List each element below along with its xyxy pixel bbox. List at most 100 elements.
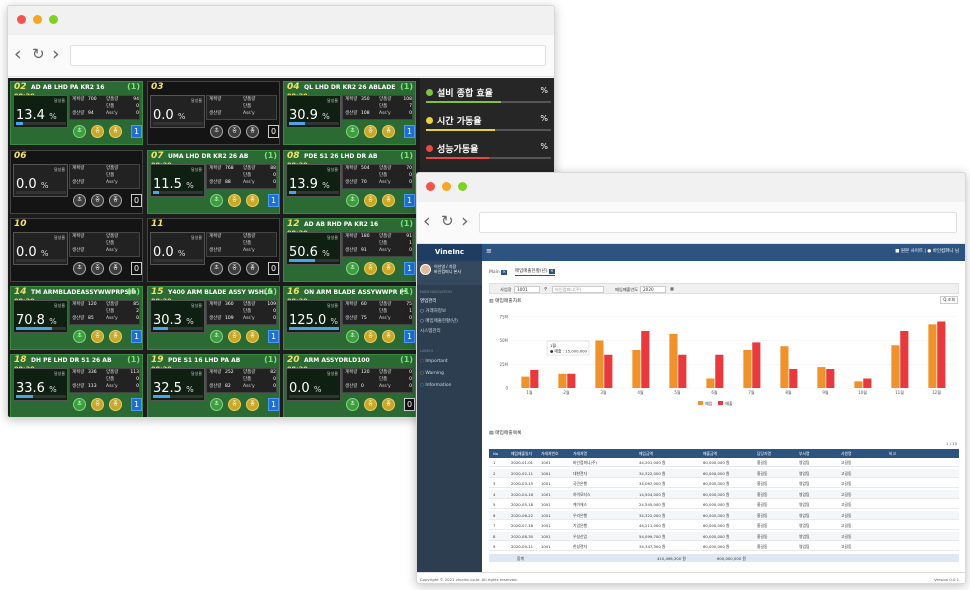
- bar-매입[interactable]: [521, 376, 530, 388]
- start-button[interactable]: 초: [73, 262, 86, 275]
- middle-button[interactable]: 중: [91, 398, 104, 411]
- bar-매입[interactable]: [780, 346, 789, 388]
- table-row[interactable]: 4 2020-04-16 1001 하이모터스 14,504,000 원 60,000,0…: [489, 489, 959, 499]
- middle-button[interactable]: 중: [91, 330, 104, 343]
- column-header[interactable]: 매입매출일자: [511, 451, 532, 456]
- table-row[interactable]: 5 2020-05-18 1001 케이에스 24,545,000 원 60,000,00…: [489, 500, 959, 509]
- legend-item[interactable]: 매출: [718, 401, 733, 406]
- bar-매입[interactable]: [595, 340, 604, 389]
- bar-매입[interactable]: [817, 367, 826, 388]
- start-button[interactable]: 초: [73, 398, 86, 411]
- forward-arrow-icon[interactable]: ›: [461, 210, 469, 232]
- column-header[interactable]: 부서명: [799, 451, 810, 456]
- brand-logo[interactable]: VineInc: [417, 244, 482, 261]
- line-card[interactable]: 10 달성율 0.0 % 계획량 양품량 단품 생산량 Ass'y 초 중 종 0: [10, 218, 143, 282]
- start-button[interactable]: 초: [73, 330, 86, 343]
- start-button[interactable]: 초: [346, 262, 359, 275]
- sidebar-item[interactable]: 영업관리: [420, 299, 437, 304]
- start-button[interactable]: 초: [346, 125, 359, 138]
- table-row[interactable]: 6 2020-06-22 1001 우리은행 34,322,000 원 60,000,00…: [489, 510, 959, 520]
- sidebar-label-item[interactable]: ○ Important: [420, 359, 448, 364]
- end-button[interactable]: 종: [246, 125, 259, 138]
- end-button[interactable]: 종: [246, 262, 259, 275]
- search-icon[interactable]: ⚲: [544, 286, 548, 291]
- start-button[interactable]: 초: [210, 330, 223, 343]
- middle-button[interactable]: 중: [364, 330, 377, 343]
- end-button[interactable]: 종: [382, 398, 395, 411]
- column-header[interactable]: 거래처번호: [541, 451, 559, 456]
- sidebar-item[interactable]: ○ 매입매출현황(년): [420, 319, 458, 324]
- menu-toggle-icon[interactable]: ≡: [486, 247, 492, 255]
- bar-매입[interactable]: [706, 378, 715, 389]
- sidebar-label-item[interactable]: ○ Warning: [420, 371, 444, 376]
- end-button[interactable]: 종: [246, 330, 259, 343]
- header-user-links[interactable]: ■ 원본 사이트 | ● 바인컴퍼니 님: [895, 249, 959, 254]
- breadcrumb[interactable]: Main ×: [489, 270, 507, 275]
- end-button[interactable]: 종: [109, 194, 122, 207]
- reload-icon[interactable]: ↻: [32, 45, 45, 63]
- middle-button[interactable]: 중: [364, 262, 377, 275]
- end-button[interactable]: 종: [109, 125, 122, 138]
- table-row[interactable]: 1 2020-01-01 1001 바인컴퍼니(주) 44,201,000 원 60,00…: [489, 458, 959, 467]
- forward-arrow-icon[interactable]: ›: [52, 43, 60, 65]
- column-header[interactable]: 매입금액: [639, 451, 653, 456]
- line-card[interactable]: 11 달성율 0.0 % 계획량 양품량 단품 생산량 Ass'y 초 중 종 0: [147, 218, 280, 282]
- bar-매출[interactable]: [604, 354, 613, 388]
- sidebar-label-item[interactable]: ○ Information: [420, 383, 452, 388]
- end-button[interactable]: 종: [382, 262, 395, 275]
- bar-매입[interactable]: [558, 373, 567, 388]
- start-button[interactable]: 초: [346, 194, 359, 207]
- middle-button[interactable]: 중: [364, 194, 377, 207]
- bar-매출[interactable]: [678, 354, 687, 388]
- bar-매출[interactable]: [752, 342, 761, 388]
- middle-button[interactable]: 중: [91, 125, 104, 138]
- reload-icon[interactable]: ↻: [441, 212, 454, 230]
- address-bar[interactable]: [70, 45, 546, 66]
- middle-button[interactable]: 중: [228, 125, 241, 138]
- end-button[interactable]: 종: [109, 330, 122, 343]
- search-button[interactable]: Q 조회: [940, 296, 958, 304]
- column-header[interactable]: 비고: [889, 451, 896, 456]
- back-arrow-icon[interactable]: ‹: [14, 43, 22, 65]
- close-window-button[interactable]: [426, 182, 435, 191]
- middle-button[interactable]: 중: [228, 194, 241, 207]
- column-header[interactable]: 매출금액: [703, 451, 717, 456]
- maximize-window-button[interactable]: [49, 15, 58, 24]
- table-row[interactable]: 7 2020-07-18 1001 기업은행 44,211,000 원 60,000,00…: [489, 521, 959, 530]
- line-card[interactable]: 06 달성율 0.0 % 계획량 양품량 단품 생산량 Ass'y 초 중 종 0: [10, 150, 143, 214]
- middle-button[interactable]: 중: [364, 125, 377, 138]
- maximize-window-button[interactable]: [458, 182, 467, 191]
- middle-button[interactable]: 중: [91, 194, 104, 207]
- end-button[interactable]: 종: [382, 330, 395, 343]
- table-row[interactable]: 2 2020-02-11 1001 대한전자 34,322,000 원 60,000,00…: [489, 468, 959, 478]
- end-button[interactable]: 종: [109, 398, 122, 411]
- bar-매입[interactable]: [854, 381, 863, 388]
- start-button[interactable]: 초: [73, 194, 86, 207]
- legend-item[interactable]: 매입: [698, 401, 712, 406]
- address-bar[interactable]: [479, 212, 957, 233]
- bar-매출[interactable]: [530, 369, 539, 388]
- table-row[interactable]: 3 2020-03-15 1001 국민은행 34,067,000 원 60,000,00…: [489, 479, 959, 488]
- bar-매입[interactable]: [743, 350, 752, 388]
- minimize-window-button[interactable]: [33, 15, 42, 24]
- start-button[interactable]: 초: [210, 194, 223, 207]
- end-button[interactable]: 종: [246, 194, 259, 207]
- bar-매입[interactable]: [891, 345, 900, 388]
- tab-purchase-sales[interactable]: 매입매출현황(년) ×: [515, 269, 555, 276]
- end-button[interactable]: 종: [246, 398, 259, 411]
- column-header[interactable]: 담당자명: [757, 451, 771, 456]
- end-button[interactable]: 종: [382, 194, 395, 207]
- vendor-input[interactable]: 바인컴퍼니(주): [552, 286, 604, 293]
- end-button[interactable]: 종: [382, 125, 395, 138]
- bar-매출[interactable]: [715, 354, 724, 388]
- start-button[interactable]: 초: [73, 125, 86, 138]
